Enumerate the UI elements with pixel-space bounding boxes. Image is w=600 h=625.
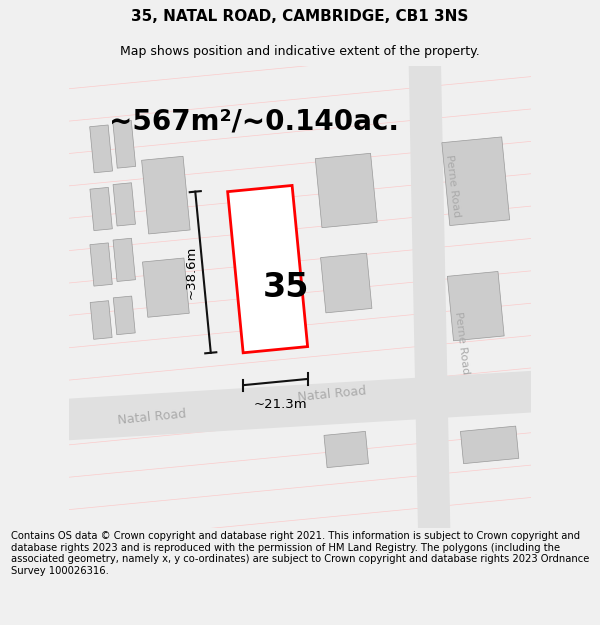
Text: Natal Road: Natal Road <box>117 408 187 427</box>
Text: 35: 35 <box>263 271 310 304</box>
Polygon shape <box>113 182 136 226</box>
Text: Perne Road: Perne Road <box>453 311 470 375</box>
Polygon shape <box>113 238 136 281</box>
Text: ~21.3m: ~21.3m <box>253 398 307 411</box>
Polygon shape <box>448 271 504 341</box>
Polygon shape <box>142 156 190 234</box>
Polygon shape <box>316 153 377 228</box>
Polygon shape <box>90 188 112 231</box>
Polygon shape <box>113 296 135 334</box>
Text: 35, NATAL ROAD, CAMBRIDGE, CB1 3NS: 35, NATAL ROAD, CAMBRIDGE, CB1 3NS <box>131 9 469 24</box>
Polygon shape <box>142 258 189 318</box>
Polygon shape <box>324 431 368 468</box>
Text: Perne Road: Perne Road <box>444 154 461 218</box>
Polygon shape <box>320 253 372 313</box>
Polygon shape <box>442 137 509 226</box>
Polygon shape <box>90 125 113 172</box>
Text: Natal Road: Natal Road <box>298 384 367 404</box>
Polygon shape <box>90 243 112 286</box>
Polygon shape <box>90 301 112 339</box>
Polygon shape <box>113 121 136 168</box>
Polygon shape <box>460 426 519 464</box>
Text: ~567m²/~0.140ac.: ~567m²/~0.140ac. <box>109 107 399 135</box>
Polygon shape <box>69 371 531 440</box>
Text: ~38.6m: ~38.6m <box>185 246 198 299</box>
Polygon shape <box>409 66 451 528</box>
Text: Contains OS data © Crown copyright and database right 2021. This information is : Contains OS data © Crown copyright and d… <box>11 531 589 576</box>
Text: Map shows position and indicative extent of the property.: Map shows position and indicative extent… <box>120 45 480 58</box>
Polygon shape <box>227 186 308 352</box>
